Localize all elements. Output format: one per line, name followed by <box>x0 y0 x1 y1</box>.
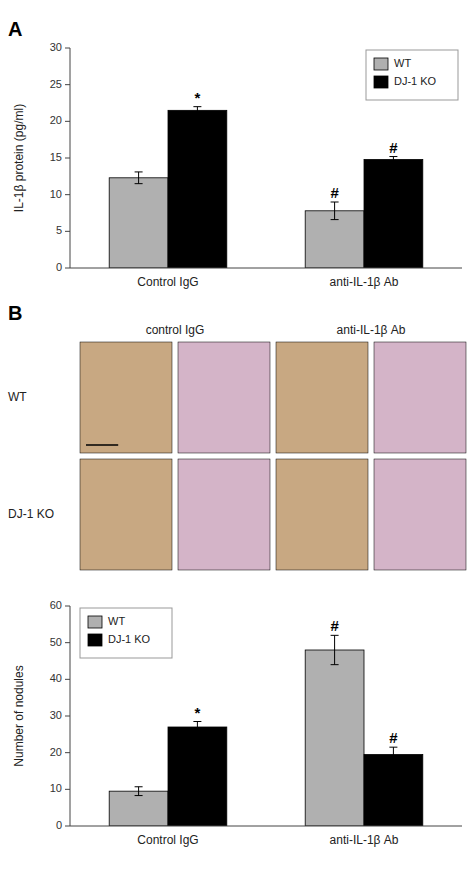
image-placeholder <box>80 342 172 453</box>
legend-label: WT <box>108 615 125 627</box>
bar-panel: Number of nodules 0 10 20 30 40 50 60 # * # Control… <box>12 599 462 847</box>
image-placeholder <box>374 459 466 570</box>
legend-label: DJ-1 KO <box>394 75 437 87</box>
y-axis <box>70 606 71 826</box>
error-bar <box>193 722 201 733</box>
y-tick <box>65 84 70 85</box>
error-bar <box>389 747 397 762</box>
x-tick-label: Control IgG <box>137 275 198 289</box>
legend-swatch <box>88 616 102 628</box>
y-tick-label: 5 <box>56 224 62 236</box>
column-label: anti-IL-1β Ab <box>337 323 406 337</box>
error-bar <box>193 107 201 114</box>
y-tick <box>65 48 70 49</box>
panel-title: B <box>8 302 22 324</box>
y-tick <box>65 231 70 232</box>
y-tick-label: 20 <box>50 114 62 126</box>
y-tick-label: 0 <box>56 819 62 831</box>
bar <box>168 110 227 268</box>
legend-frame <box>366 50 458 100</box>
y-tick <box>65 826 70 827</box>
bar <box>364 159 423 268</box>
error-bar <box>135 172 143 184</box>
image-placeholder <box>80 459 172 570</box>
y-tick-label: 15 <box>50 151 62 163</box>
legend-swatch <box>374 76 388 88</box>
y-tick <box>65 642 70 643</box>
y-tick <box>65 752 70 753</box>
legend: WT DJ-1 KO <box>80 608 172 658</box>
y-tick <box>65 606 70 607</box>
image-placeholder <box>374 342 466 453</box>
annotation: * <box>194 704 200 721</box>
x-tick-label: anti-IL-1β Ab <box>330 833 399 847</box>
y-tick-label: 0 <box>56 261 62 273</box>
y-tick-label: 10 <box>50 782 62 794</box>
error-bar <box>135 787 143 796</box>
bar-panel: A IL-1β protein (pg/ml) 0 5 10 15 20 25 30 # * # Con… <box>8 18 462 289</box>
legend: WT DJ-1 KO <box>366 50 458 100</box>
y-tick <box>65 194 70 195</box>
column-label: control IgG <box>146 323 205 337</box>
legend-label: WT <box>394 57 411 69</box>
x-axis <box>70 826 462 827</box>
x-axis <box>70 268 462 269</box>
y-tick <box>65 679 70 680</box>
error-bar <box>389 157 397 163</box>
bar <box>364 755 423 827</box>
row-label: DJ-1 KO <box>8 507 54 521</box>
y-tick-label: 20 <box>50 746 62 758</box>
error-bar <box>331 635 339 664</box>
annotation: # <box>389 729 398 746</box>
legend-swatch <box>374 58 388 70</box>
scale-bar <box>86 444 118 446</box>
y-axis-label: Number of nodules <box>12 665 26 766</box>
annotation: # <box>330 617 339 634</box>
error-bar <box>331 202 339 220</box>
marks <box>109 635 423 826</box>
y-tick <box>65 789 70 790</box>
legend-swatch <box>88 634 102 646</box>
image-panel: Bcontrol IgG anti-IL-1β Ab WT DJ-1 KO <box>8 302 466 570</box>
y-tick <box>65 121 70 122</box>
bar <box>109 178 168 268</box>
bar <box>168 727 227 826</box>
y-tick-label: 40 <box>50 672 62 684</box>
annotation: # <box>389 139 398 156</box>
x-tick-label: anti-IL-1β Ab <box>330 275 399 289</box>
image-placeholder <box>276 342 368 453</box>
y-tick-label: 30 <box>50 41 62 53</box>
y-tick <box>65 268 70 269</box>
image-placeholder <box>276 459 368 570</box>
annotation: * <box>194 89 200 106</box>
legend-frame <box>80 608 172 658</box>
y-tick-label: 30 <box>50 709 62 721</box>
legend-label: DJ-1 KO <box>108 633 151 645</box>
y-tick-label: 10 <box>50 188 62 200</box>
y-tick-label: 50 <box>50 636 62 648</box>
x-tick-label: Control IgG <box>137 833 198 847</box>
y-axis <box>70 48 71 268</box>
row-label: WT <box>8 390 27 404</box>
y-tick-label: 25 <box>50 78 62 90</box>
figure: A IL-1β protein (pg/ml) 0 5 10 15 20 25 30 # * # Con… <box>0 0 474 869</box>
y-tick <box>65 716 70 717</box>
panel-title: A <box>8 18 22 40</box>
annotation: # <box>330 184 339 201</box>
bar <box>305 650 364 826</box>
marks <box>109 107 423 268</box>
y-axis-label: IL-1β protein (pg/ml) <box>12 104 26 212</box>
image-placeholder <box>178 342 270 453</box>
y-tick <box>65 158 70 159</box>
bar <box>109 791 168 826</box>
y-tick-label: 60 <box>50 599 62 611</box>
image-placeholder <box>178 459 270 570</box>
